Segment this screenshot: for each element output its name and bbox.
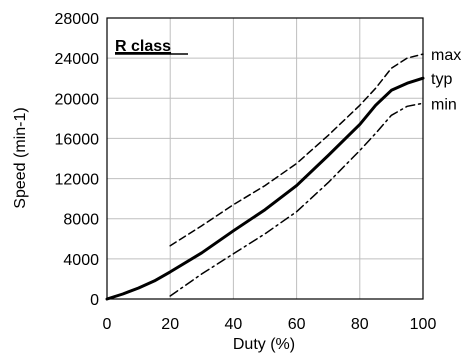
x-tick-label: 100 [410,316,437,333]
x-tick-label: 80 [351,316,369,333]
series-labels: max typ min [431,47,461,113]
series-label-min: min [431,96,457,113]
series-line-max [169,53,424,247]
x-tick-label: 20 [161,316,179,333]
grid-lines [106,17,424,300]
y-tick-label: 12000 [55,172,100,189]
x-axis-title: Duty (%) [233,336,295,353]
series-lines [105,53,425,301]
x-tick-label: 40 [225,316,243,333]
series-label-max: max [431,47,461,64]
y-tick-label: 8000 [63,212,99,229]
x-tick-label: 0 [103,316,112,333]
plot-frame [106,17,424,300]
series-line-typ [105,76,425,301]
series-line-min [169,102,424,297]
x-tick-labels: 0 20 40 60 80 100 [103,316,437,333]
class-annotation: R class [115,38,171,55]
y-tick-label: 20000 [55,91,100,108]
series-label-typ: typ [431,71,452,88]
y-tick-labels: 0 4000 8000 12000 16000 20000 24000 28000 [55,11,100,309]
y-tick-label: 28000 [55,11,100,28]
x-tick-label: 60 [288,316,306,333]
y-tick-label: 16000 [55,131,100,148]
y-tick-label: 4000 [63,252,99,269]
y-axis-title: Speed (min-1) [12,107,29,208]
y-tick-label: 0 [90,292,99,309]
y-tick-label: 24000 [55,51,100,68]
